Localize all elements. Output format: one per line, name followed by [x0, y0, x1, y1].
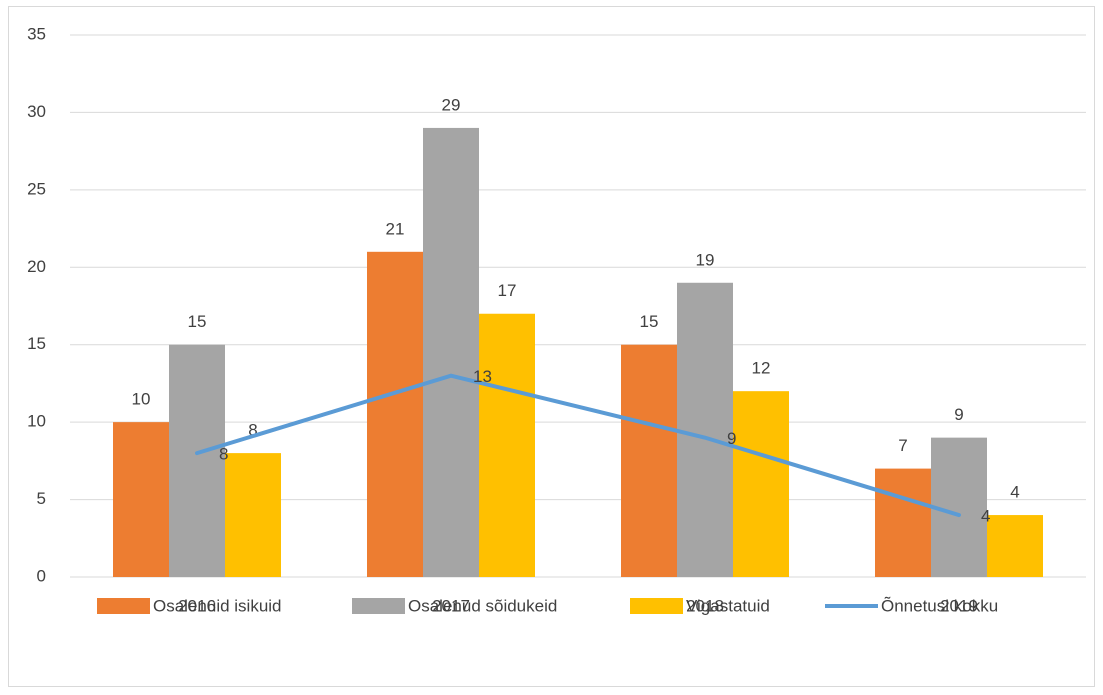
data-label: 12	[752, 359, 771, 378]
data-label: 10	[132, 390, 151, 409]
data-label: 4	[1010, 483, 1019, 502]
data-label: 9	[954, 405, 963, 424]
x-tick-label: 2017	[432, 596, 470, 615]
bar	[677, 282, 733, 577]
legend-label: Vigastatuid	[686, 596, 770, 615]
data-label: 21	[386, 219, 405, 238]
y-tick-label: 20	[27, 257, 46, 276]
legend-label: Osalenud sõidukeid	[408, 596, 557, 615]
data-label: 15	[640, 312, 659, 331]
y-tick-label: 5	[37, 489, 46, 508]
bar	[733, 391, 789, 577]
legend-label: Õnnetusi kokku	[881, 596, 998, 615]
bar	[621, 344, 677, 577]
y-tick-label: 15	[27, 334, 46, 353]
data-label: 8	[248, 421, 257, 440]
legend-swatch	[97, 598, 150, 614]
bar	[225, 453, 281, 577]
bar	[113, 422, 169, 577]
bar	[169, 344, 225, 577]
data-label: 17	[498, 281, 517, 300]
bar	[875, 468, 931, 577]
data-label: 9	[727, 429, 736, 448]
data-label: 4	[981, 507, 990, 526]
data-label: 29	[442, 95, 461, 114]
x-tick-label: 2019	[940, 596, 978, 615]
data-label: 15	[188, 312, 207, 331]
data-label: 7	[898, 436, 907, 455]
legend-swatch	[630, 598, 683, 614]
bar	[987, 515, 1043, 577]
data-label: 13	[473, 367, 492, 386]
y-tick-label: 10	[27, 412, 46, 431]
bar	[479, 313, 535, 577]
y-tick-label: 25	[27, 179, 46, 198]
bar	[423, 127, 479, 578]
bar	[367, 251, 423, 578]
y-tick-label: 35	[27, 24, 46, 43]
data-label: 19	[696, 250, 715, 269]
x-tick-label: 2016	[178, 596, 216, 615]
x-tick-label: 2018	[686, 596, 724, 615]
legend-label: Osalenuid isikuid	[153, 596, 282, 615]
y-tick-label: 30	[27, 102, 46, 121]
data-label: 8	[219, 445, 228, 464]
legend-swatch	[352, 598, 405, 614]
line	[195, 373, 961, 518]
y-tick-label: 0	[37, 566, 46, 585]
